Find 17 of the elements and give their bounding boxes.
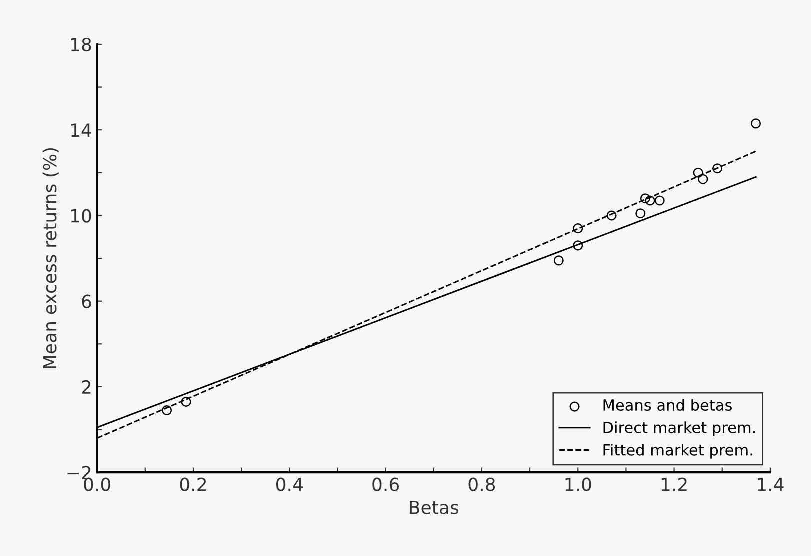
x-tick-label: 1.0 <box>566 478 592 492</box>
y-tick-label: 2 <box>82 380 91 394</box>
x-tick-label: 1.2 <box>662 478 687 492</box>
x-tick-label: 0.4 <box>276 478 303 492</box>
legend-label: Means and betas <box>604 399 732 412</box>
y-tick-label: 18 <box>71 38 92 52</box>
x-tick-label: 1.4 <box>758 478 784 492</box>
x-tick-label: 0.6 <box>372 478 400 492</box>
y-tick-label: 10 <box>71 209 92 223</box>
y-axis-title: Mean excess returns (%) <box>42 148 59 368</box>
y-tick-label: 6 <box>82 294 92 308</box>
x-axis-title: Betas <box>410 501 459 514</box>
y-tick-label: 14 <box>71 124 92 137</box>
legend-label: Fitted market prem. <box>604 444 752 459</box>
x-tick-label: 0.8 <box>468 478 496 492</box>
x-tick-label: 0.2 <box>180 478 206 492</box>
legend-label: Direct market prem. <box>604 422 756 436</box>
